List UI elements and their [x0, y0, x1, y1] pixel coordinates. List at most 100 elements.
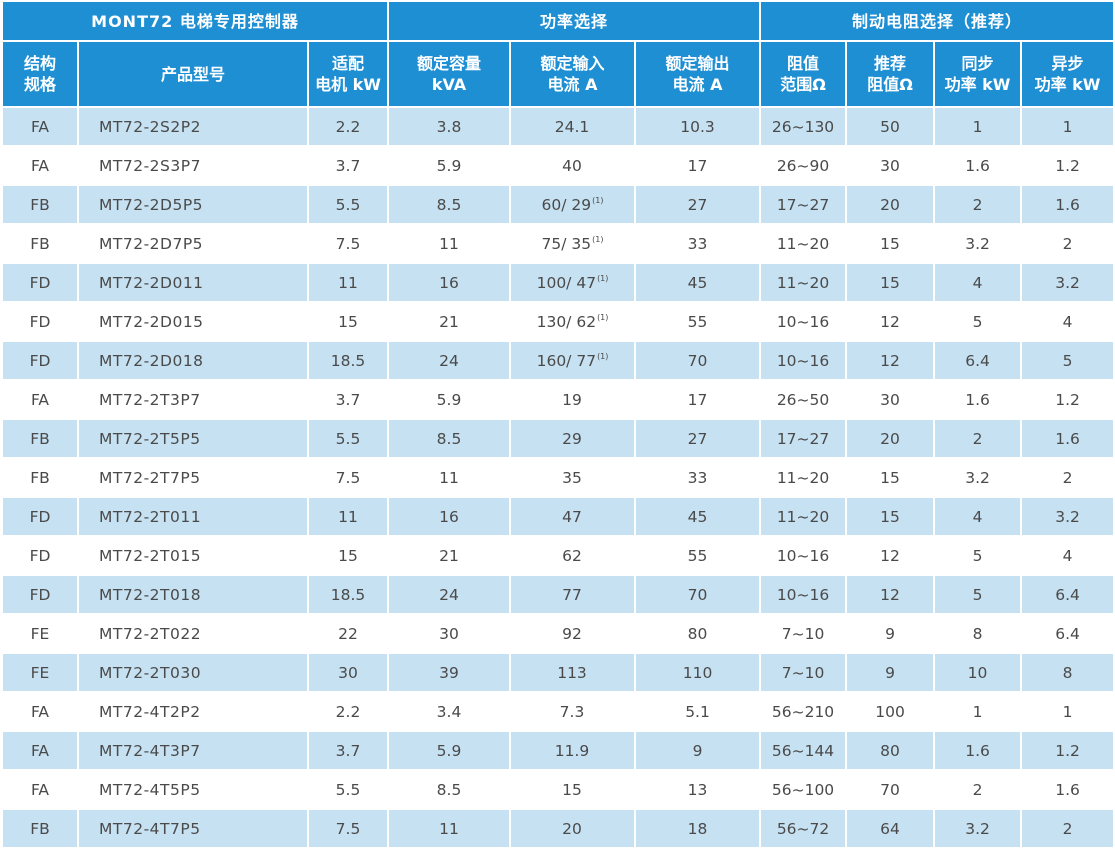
cell-value: MT72-2S2P2: [99, 117, 201, 136]
cell-value: 8.5: [436, 195, 462, 214]
cell-async-power: 1: [1022, 693, 1114, 732]
cell-value: 1.6: [965, 741, 990, 760]
cell-output-current: 33: [636, 225, 762, 264]
cell-capacity: 5.9: [389, 732, 511, 771]
cell-motor-kw: 5.5: [309, 186, 389, 225]
cell-resistance-range: 56~72: [761, 810, 848, 849]
table-row: FA MT72-2S3P7 3.7 5.9 40 17 26~90 30 1.6 1.2: [3, 147, 1114, 186]
cell-model: MT72-2S2P2: [79, 108, 309, 147]
cell-value: FA: [30, 741, 50, 760]
cell-value: 22: [338, 624, 358, 643]
cell-model: MT72-2T5P5: [79, 420, 309, 459]
cell-recommended-resistance: 12: [847, 537, 936, 576]
cell-value: 1.6: [1055, 429, 1080, 448]
cell-value: 21: [439, 312, 459, 331]
table-row: FA MT72-2S2P2 2.2 3.8 24.1 10.3 26~130 50 1 1: [3, 108, 1114, 147]
cell-sync-power: 2: [935, 420, 1023, 459]
cell-value: 12: [880, 585, 900, 604]
cell-value: 15: [562, 780, 582, 799]
cell-structure: FB: [3, 810, 79, 849]
cell-value: 2: [972, 195, 983, 214]
cell-value: 33: [687, 234, 708, 253]
cell-value: FD: [29, 351, 51, 370]
header-line: 范围Ω: [780, 75, 826, 94]
cell-output-current: 80: [636, 615, 762, 654]
cell-value: MT72-2T018: [99, 585, 202, 604]
table-row: FA MT72-4T3P7 3.7 5.9 11.9 9 56~144 80 1.6 1.2: [3, 732, 1114, 771]
table-header: MONT72 电梯专用控制器 功率选择 制动电阻选择（推荐） 结构 规格 产品型号 适…: [3, 2, 1114, 108]
col-resistance-range: 阻值范围Ω: [761, 42, 848, 108]
cell-value: 56~72: [776, 819, 830, 838]
cell-value: 16: [439, 507, 459, 526]
cell-value: 4: [972, 273, 983, 292]
cell-value: 10~16: [776, 546, 830, 565]
cell-value: MT72-2T7P5: [99, 468, 201, 487]
cell-output-current: 18: [636, 810, 762, 849]
cell-structure: FD: [3, 342, 79, 381]
header-line: 规格: [23, 75, 56, 94]
cell-output-current: 55: [636, 537, 762, 576]
cell-value: 30: [880, 390, 900, 409]
cell-value: 1.6: [1055, 195, 1080, 214]
cell-value: 62: [562, 546, 582, 565]
cell-sync-power: 2: [935, 771, 1023, 810]
cell-value: 3.2: [1055, 273, 1080, 292]
cell-value: 8: [972, 624, 983, 643]
cell-value: MT72-2T3P7: [99, 390, 201, 409]
header-line: 适配: [331, 54, 364, 73]
cell-value: 10~16: [776, 585, 830, 604]
col-recommended-resistance: 推荐 阻值Ω: [847, 42, 936, 108]
header-line: 结构: [23, 54, 56, 73]
cell-value: FB: [30, 429, 50, 448]
cell-value: 26~90: [776, 156, 830, 175]
cell-value: 40: [562, 156, 582, 175]
cell-sync-power: 1.6: [935, 732, 1023, 771]
cell-motor-kw: 30: [309, 654, 389, 693]
cell-value: 5.9: [436, 156, 462, 175]
cell-motor-kw: 7.5: [309, 810, 389, 849]
cell-value: FB: [30, 195, 50, 214]
cell-resistance-range: 7~10: [761, 615, 848, 654]
header-line: 产品型号: [160, 64, 225, 84]
cell-resistance-range: 26~130: [761, 108, 848, 147]
table-row: FD MT72-2T011 11 16 47 45 11~20 15 4 3.2: [3, 498, 1114, 537]
cell-value: 3.7: [335, 741, 361, 760]
cell-value: 3.4: [436, 702, 462, 721]
cell-async-power: 1.6: [1022, 420, 1114, 459]
cell-value: 11~20: [776, 273, 830, 292]
cell-recommended-resistance: 12: [847, 576, 936, 615]
cell-value: 1: [972, 702, 983, 721]
col-sync-power: 同步 功率 kW: [935, 42, 1023, 108]
cell-structure: FB: [3, 186, 79, 225]
cell-value: 7.3: [559, 702, 585, 721]
cell-input-current: 11.9: [511, 732, 636, 771]
table-row: FB MT72-2D7P5 7.5 11 75/ 35(1) 33 11~20 15 3.2 2: [3, 225, 1114, 264]
cell-async-power: 4: [1022, 537, 1114, 576]
cell-async-power: 2: [1022, 459, 1114, 498]
cell-value: 9: [885, 663, 895, 682]
cell-value: 30: [338, 663, 358, 682]
cell-value: 2: [1062, 234, 1073, 253]
cell-value: 27: [687, 429, 708, 448]
cell-value: MT72-2T022: [99, 624, 202, 643]
cell-async-power: 1.2: [1022, 381, 1114, 420]
header-line: 阻值: [787, 54, 820, 73]
cell-sync-power: 1.6: [935, 381, 1023, 420]
cell-value: 8.5: [436, 780, 462, 799]
cell-value: 20: [562, 819, 582, 838]
cell-structure: FE: [3, 654, 79, 693]
cell-value: 2.2: [335, 117, 361, 136]
cell-value: MT72-2T030: [99, 663, 202, 682]
cell-motor-kw: 3.7: [309, 147, 389, 186]
cell-structure: FD: [3, 576, 79, 615]
cell-value: MT72-2T011: [99, 507, 202, 526]
cell-value: FE: [30, 624, 50, 643]
cell-async-power: 6.4: [1022, 576, 1114, 615]
cell-recommended-resistance: 20: [847, 186, 936, 225]
cell-value: 1: [1062, 702, 1073, 721]
cell-capacity: 16: [389, 264, 511, 303]
cell-input-current: 15: [511, 771, 636, 810]
table-row: FD MT72-2T018 18.5 24 77 70 10~16 12 5 6.4: [3, 576, 1114, 615]
cell-value: 3.2: [965, 819, 990, 838]
cell-resistance-range: 56~210: [761, 693, 848, 732]
